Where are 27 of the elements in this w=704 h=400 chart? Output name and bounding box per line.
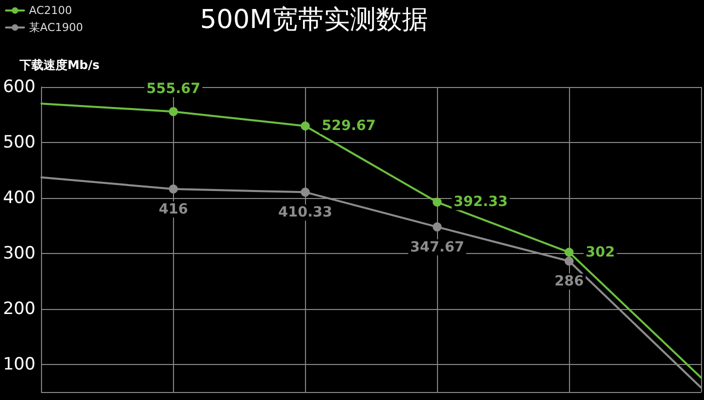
y-tick-label: 500	[2, 132, 36, 152]
point	[300, 122, 310, 130]
y-tick-label: 400	[2, 188, 36, 208]
point	[300, 188, 310, 197]
legend-label: AC2100	[29, 4, 72, 17]
line-series	[40, 102, 702, 379]
point	[432, 198, 442, 207]
y-tick-label: 200	[2, 298, 36, 319]
y-axis-title: 下载速度Mb/s	[18, 58, 100, 72]
data-label: 555.67	[146, 81, 200, 98]
y-tick-label: 300	[2, 243, 36, 264]
data-label: 529.67	[322, 118, 376, 134]
point	[564, 256, 574, 266]
y-tick-label: 100	[2, 354, 36, 374]
point	[564, 248, 574, 257]
data-label: 302	[586, 244, 615, 260]
point	[168, 184, 178, 194]
chart-title: 500M宽带实测数据	[200, 5, 428, 35]
point	[168, 107, 178, 116]
data-label: 410.33	[278, 204, 332, 221]
legend-label: 某AC1900	[29, 21, 84, 34]
data-label: 416	[158, 202, 188, 218]
data-label: 286	[554, 274, 584, 290]
y-tick-label: 600	[2, 77, 36, 97]
data-label: 347.67	[410, 239, 464, 256]
data-label: 392.33	[454, 194, 508, 210]
point	[432, 222, 442, 232]
